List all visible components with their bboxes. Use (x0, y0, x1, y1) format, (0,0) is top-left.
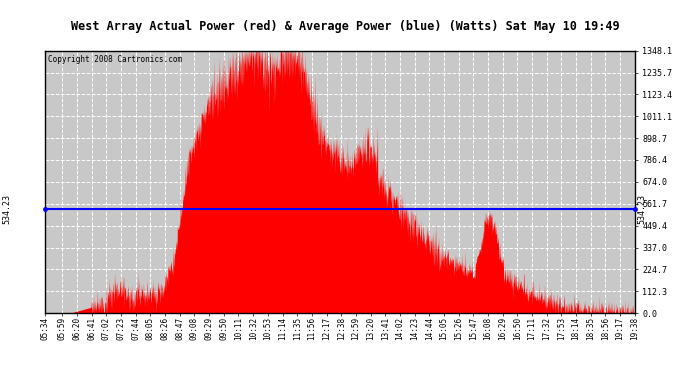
Text: 534.23: 534.23 (2, 194, 12, 224)
Text: 534.23: 534.23 (637, 194, 647, 224)
Text: Copyright 2008 Cartronics.com: Copyright 2008 Cartronics.com (48, 55, 182, 63)
Text: West Array Actual Power (red) & Average Power (blue) (Watts) Sat May 10 19:49: West Array Actual Power (red) & Average … (70, 20, 620, 33)
